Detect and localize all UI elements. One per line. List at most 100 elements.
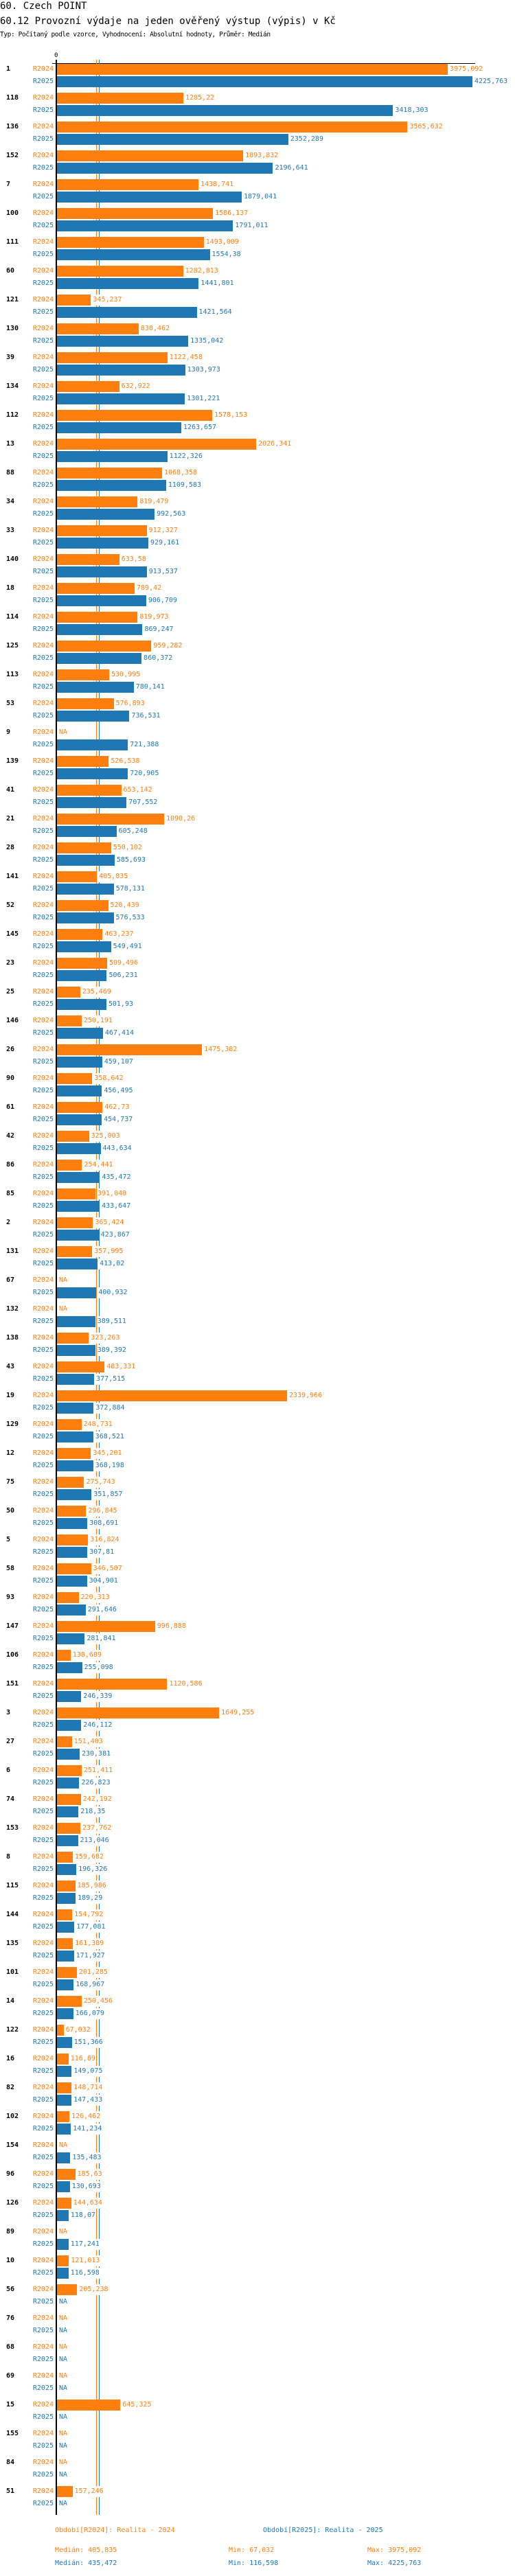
bar-r2025[interactable] <box>57 711 130 722</box>
bar-r2025[interactable] <box>57 76 472 87</box>
bar-r2024[interactable] <box>57 1996 82 2007</box>
bar-r2025[interactable] <box>57 2152 71 2163</box>
bar-r2024[interactable] <box>57 2400 121 2411</box>
bar-r2024[interactable] <box>57 1534 89 1545</box>
bar-r2024[interactable] <box>57 871 98 882</box>
bar-r2024[interactable] <box>57 2169 76 2180</box>
bar-r2024[interactable] <box>57 785 122 796</box>
bar-r2024[interactable] <box>57 1390 287 1401</box>
bar-r2024[interactable] <box>57 1217 93 1228</box>
bar-r2025[interactable] <box>57 1691 82 1702</box>
bar-r2024[interactable] <box>57 93 183 104</box>
bar-r2025[interactable] <box>57 739 128 750</box>
bar-r2024[interactable] <box>57 1160 82 1171</box>
bar-r2025[interactable] <box>57 1605 86 1615</box>
bar-r2025[interactable] <box>57 1893 76 1904</box>
bar-r2024[interactable] <box>57 1823 81 1834</box>
bar-r2024[interactable] <box>57 929 103 940</box>
bar-r2025[interactable] <box>57 1633 85 1644</box>
bar-r2025[interactable] <box>57 566 147 577</box>
bar-r2024[interactable] <box>57 2284 78 2295</box>
bar-r2024[interactable] <box>57 1621 155 1632</box>
bar-r2025[interactable] <box>57 1230 99 1241</box>
bar-r2024[interactable] <box>57 1938 73 1949</box>
bar-r2025[interactable] <box>57 941 111 952</box>
bar-r2025[interactable] <box>57 1951 74 1962</box>
bar-r2025[interactable] <box>57 1287 97 1298</box>
bar-r2025[interactable] <box>57 365 185 376</box>
bar-r2025[interactable] <box>57 451 168 462</box>
bar-r2024[interactable] <box>57 352 168 363</box>
bar-r2025[interactable] <box>57 1864 77 1875</box>
bar-r2024[interactable] <box>57 958 107 969</box>
bar-r2025[interactable] <box>57 1576 87 1587</box>
bar-r2025[interactable] <box>57 884 114 895</box>
bar-r2024[interactable] <box>57 2198 71 2209</box>
bar-r2025[interactable] <box>57 595 146 606</box>
bar-r2024[interactable] <box>57 1419 82 1430</box>
bar-r2025[interactable] <box>57 307 197 318</box>
bar-r2024[interactable] <box>57 1073 93 1084</box>
bar-r2024[interactable] <box>57 468 162 479</box>
bar-r2025[interactable] <box>57 768 128 779</box>
bar-r2024[interactable] <box>57 1852 73 1863</box>
bar-r2024[interactable] <box>57 1736 72 1747</box>
bar-r2024[interactable] <box>57 1909 73 1920</box>
bar-r2024[interactable] <box>57 842 111 853</box>
bar-r2024[interactable] <box>57 1131 89 1142</box>
bar-r2025[interactable] <box>57 1201 100 1212</box>
bar-r2025[interactable] <box>57 2268 69 2279</box>
bar-r2025[interactable] <box>57 2066 72 2077</box>
bar-r2024[interactable] <box>57 583 135 594</box>
bar-r2025[interactable] <box>57 480 166 491</box>
bar-r2025[interactable] <box>57 1114 102 1125</box>
bar-r2024[interactable] <box>57 2255 69 2266</box>
bar-r2025[interactable] <box>57 1085 102 1096</box>
bar-r2025[interactable] <box>57 2037 72 2048</box>
bar-r2024[interactable] <box>57 496 138 507</box>
bar-r2025[interactable] <box>57 1374 95 1385</box>
bar-r2025[interactable] <box>57 1979 74 1990</box>
bar-r2024[interactable] <box>57 1794 81 1805</box>
bar-r2024[interactable] <box>57 2054 69 2065</box>
bar-r2024[interactable] <box>57 1188 95 1199</box>
bar-r2025[interactable] <box>57 2239 69 2250</box>
bar-r2025[interactable] <box>57 1518 88 1529</box>
bar-r2025[interactable] <box>57 220 233 231</box>
bar-r2025[interactable] <box>57 999 106 1010</box>
bar-r2025[interactable] <box>57 1172 100 1183</box>
bar-r2025[interactable] <box>57 336 189 347</box>
bar-r2024[interactable] <box>57 1967 77 1978</box>
bar-r2025[interactable] <box>57 2095 72 2106</box>
bar-r2024[interactable] <box>57 2111 70 2122</box>
bar-r2024[interactable] <box>57 1044 203 1055</box>
bar-r2025[interactable] <box>57 797 127 808</box>
bar-r2024[interactable] <box>57 323 139 334</box>
bar-r2025[interactable] <box>57 1403 94 1414</box>
bar-r2024[interactable] <box>57 439 257 450</box>
bar-r2024[interactable] <box>57 1361 105 1372</box>
bar-r2025[interactable] <box>57 278 199 289</box>
bar-r2025[interactable] <box>57 134 288 145</box>
bar-r2025[interactable] <box>57 1662 82 1673</box>
bar-r2025[interactable] <box>57 249 210 260</box>
bar-r2025[interactable] <box>57 1489 92 1500</box>
bar-r2025[interactable] <box>57 2008 73 2019</box>
bar-r2024[interactable] <box>57 698 114 709</box>
bar-r2024[interactable] <box>57 1102 103 1113</box>
bar-r2024[interactable] <box>57 266 183 277</box>
bar-r2024[interactable] <box>57 900 108 911</box>
bar-r2024[interactable] <box>57 987 80 998</box>
bar-r2025[interactable] <box>57 192 242 203</box>
bar-r2025[interactable] <box>57 1057 102 1068</box>
bar-r2024[interactable] <box>57 1563 91 1574</box>
bar-r2024[interactable] <box>57 122 408 133</box>
bar-r2024[interactable] <box>57 1477 84 1488</box>
bar-r2025[interactable] <box>57 1316 95 1327</box>
bar-r2024[interactable] <box>57 1448 91 1459</box>
bar-r2024[interactable] <box>57 554 119 565</box>
bar-r2025[interactable] <box>57 1835 78 1846</box>
bar-r2024[interactable] <box>57 150 244 161</box>
bar-r2025[interactable] <box>57 682 134 693</box>
bar-r2025[interactable] <box>57 624 143 635</box>
